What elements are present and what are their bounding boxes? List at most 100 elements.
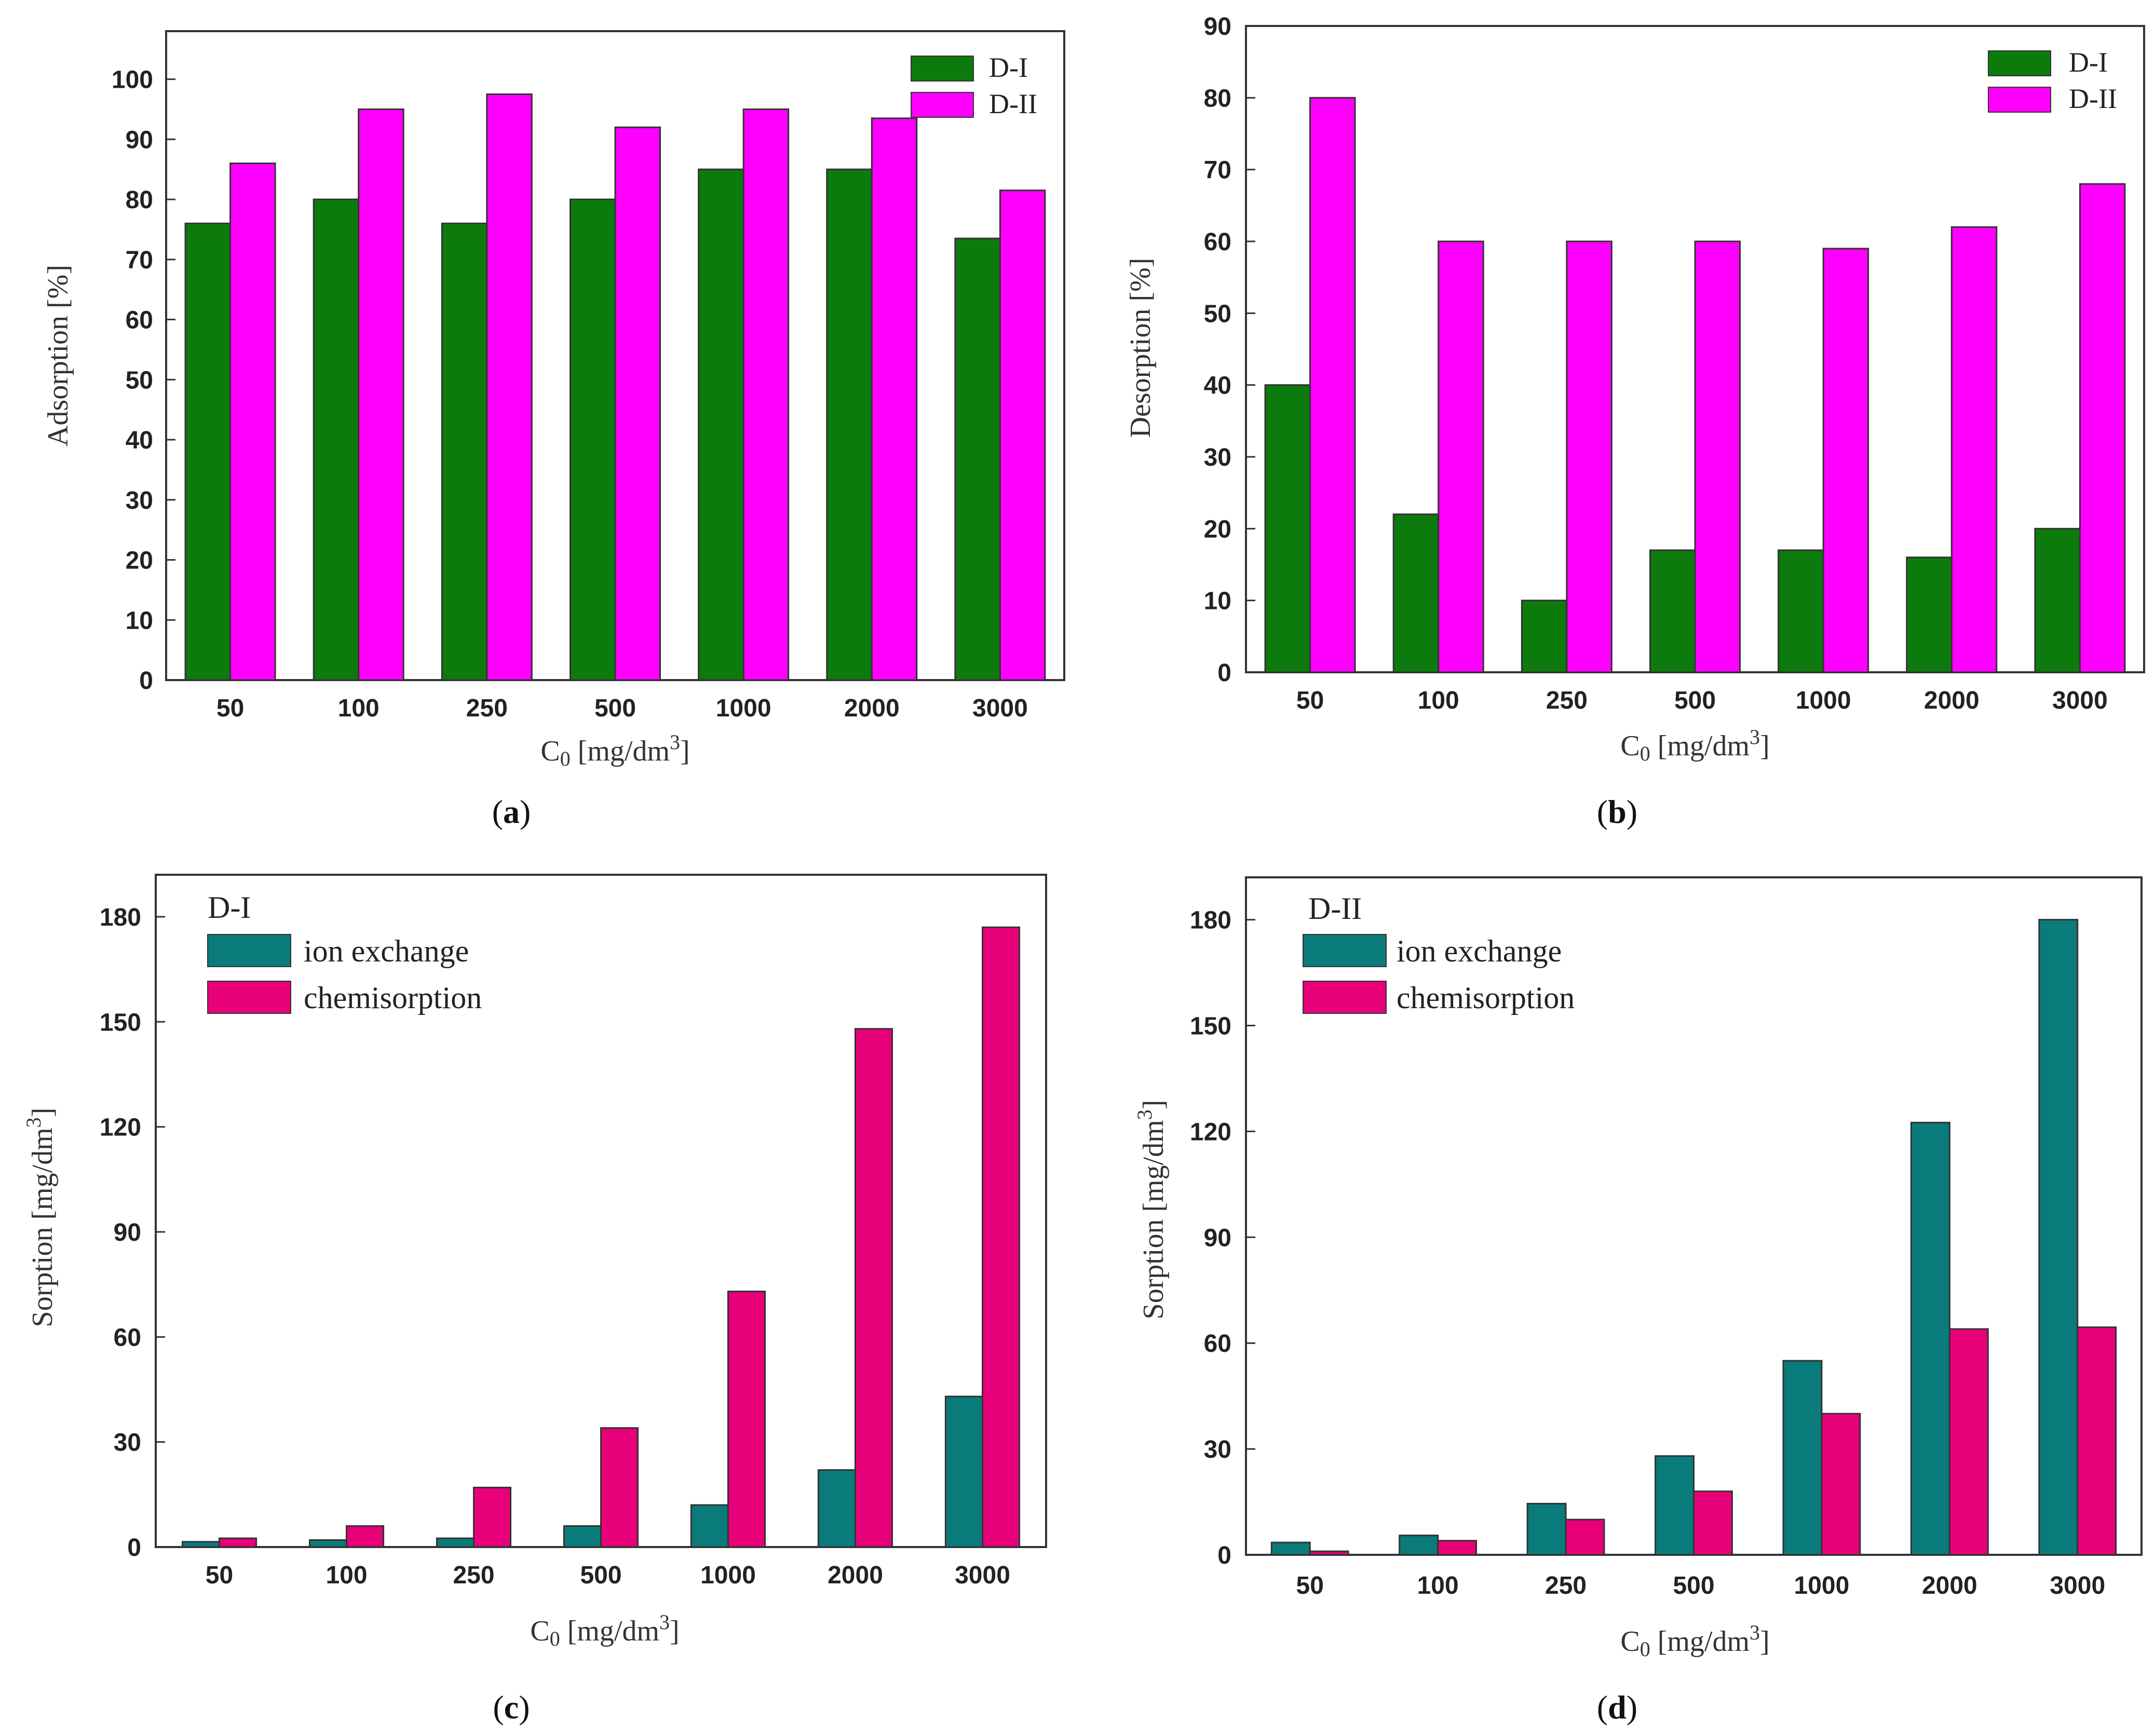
x-tick-label: 100 xyxy=(1417,1572,1459,1599)
y-tick-label: 40 xyxy=(1204,372,1231,400)
bar-d-i-50 xyxy=(1264,384,1311,673)
bar-ion-exchange-2000 xyxy=(817,1469,856,1548)
bar-chemisorption-50 xyxy=(219,1537,257,1548)
bar-chemisorption-1000 xyxy=(1821,1413,1861,1556)
x-tick-label: 500 xyxy=(594,695,636,722)
bar-d-i-1000 xyxy=(698,168,744,681)
bar-d-i-500 xyxy=(570,198,616,681)
y-tick-label: 90 xyxy=(1204,1224,1231,1252)
bar-d-ii-100 xyxy=(1438,240,1484,673)
legend-swatch-d-ii xyxy=(911,92,974,118)
bar-group xyxy=(184,93,1046,681)
y-axis: 0 10 20 30 40 50 60 70 80 90 xyxy=(1204,13,1255,687)
legend-label-d-ii: D-II xyxy=(989,88,1037,119)
bar-d-ii-500 xyxy=(1694,240,1741,673)
legend-swatch-ion-exchange xyxy=(1303,934,1387,967)
x-axis-title: C0 [mg/dm3] xyxy=(540,730,689,770)
legend: D-I D-II xyxy=(911,52,1037,119)
bar-d-i-250 xyxy=(441,222,488,681)
bar-ion-exchange-1000 xyxy=(690,1504,729,1548)
bar-chemisorption-250 xyxy=(1565,1518,1605,1556)
x-tick-label: 100 xyxy=(1418,687,1459,714)
y-tick-label: 150 xyxy=(100,1009,141,1036)
x-tick-label: 2000 xyxy=(1924,687,1980,714)
x-tick-label: 250 xyxy=(1546,687,1588,714)
legend-swatch-chemisorption xyxy=(207,981,291,1014)
panel-label: (b) xyxy=(1597,793,1637,830)
y-axis-title: Sorption [mg/dm3] xyxy=(22,1108,59,1327)
legend-label-ion-exchange: ion exchange xyxy=(304,934,469,968)
x-tick-label: 50 xyxy=(206,1562,233,1589)
x-tick-label: 1000 xyxy=(1796,687,1851,714)
bar-d-ii-500 xyxy=(614,126,661,681)
legend-swatch-ion-exchange xyxy=(207,934,291,967)
plot-frame xyxy=(1245,876,2143,1556)
y-tick-label: 90 xyxy=(126,126,153,154)
legend-label-d-i: D-I xyxy=(989,52,1028,83)
legend-swatch-chemisorption xyxy=(1303,981,1387,1014)
bar-chemisorption-250 xyxy=(473,1486,512,1548)
x-tick-label: 3000 xyxy=(972,695,1028,722)
y-tick-label: 180 xyxy=(100,904,141,931)
bar-d-ii-50 xyxy=(1309,97,1356,673)
panel-label: (a) xyxy=(492,793,531,830)
bar-d-ii-50 xyxy=(229,162,276,681)
legend: D-I D-II xyxy=(1988,47,2117,114)
bar-d-ii-2000 xyxy=(1950,226,1998,673)
bar-group xyxy=(1270,919,2117,1556)
y-tick-label: 30 xyxy=(1204,444,1231,471)
bar-ion-exchange-500 xyxy=(1655,1455,1695,1556)
y-tick-label: 80 xyxy=(126,186,153,214)
bar-ion-exchange-250 xyxy=(436,1537,475,1548)
legend-label-d-ii: D-II xyxy=(2069,83,2117,114)
x-tick-label: 250 xyxy=(453,1562,494,1589)
bar-ion-exchange-50 xyxy=(181,1541,221,1548)
chart-panel-b: 0 10 20 30 40 50 60 70 80 90 50 100 250 500 1000 2000 3… xyxy=(1124,13,2145,830)
y-tick-label: 120 xyxy=(100,1114,141,1142)
y-tick-label: 20 xyxy=(1204,516,1231,543)
y-tick-label: 10 xyxy=(126,607,153,634)
x-axis: 50 100 250 500 1000 2000 3000 xyxy=(1296,1547,2105,1599)
y-tick-label: 0 xyxy=(1217,1542,1231,1569)
x-tick-label: 500 xyxy=(1673,1572,1714,1599)
bar-d-ii-3000 xyxy=(2079,183,2126,673)
x-tick-label: 50 xyxy=(1296,1572,1324,1599)
bar-chemisorption-50 xyxy=(1309,1550,1349,1556)
x-tick-label: 1000 xyxy=(700,1562,756,1589)
bar-ion-exchange-3000 xyxy=(944,1395,983,1548)
chart-panel-d: 0 30 60 90 120 150 180 50 100 250 500 1000 2000 3000… xyxy=(1133,876,2143,1726)
x-axis-title: C0 [mg/dm3] xyxy=(530,1610,679,1650)
x-tick-label: 100 xyxy=(326,1562,367,1589)
x-tick-label: 50 xyxy=(216,695,244,722)
y-tick-label: 60 xyxy=(126,307,153,334)
x-tick-label: 100 xyxy=(338,695,380,722)
legend-label-d-i: D-I xyxy=(2069,47,2108,78)
y-tick-label: 0 xyxy=(1217,659,1231,687)
x-tick-label: 3000 xyxy=(955,1562,1010,1589)
bar-d-ii-3000 xyxy=(999,189,1046,681)
x-tick-label: 250 xyxy=(466,695,508,722)
x-tick-label: 3000 xyxy=(2050,1572,2105,1599)
bar-chemisorption-2000 xyxy=(855,1028,893,1548)
legend-label-chemisorption: chemisorption xyxy=(1397,981,1575,1015)
y-tick-label: 150 xyxy=(1190,1012,1231,1040)
y-tick-label: 0 xyxy=(139,667,153,695)
y-tick-label: 30 xyxy=(126,487,153,514)
y-tick-label: 0 xyxy=(127,1534,141,1562)
bar-d-i-500 xyxy=(1649,549,1696,673)
y-axis: 0 30 60 90 120 150 180 xyxy=(1190,907,1255,1569)
y-tick-label: 10 xyxy=(1204,588,1231,615)
x-axis: 50 100 250 500 1000 2000 3000 xyxy=(216,672,1028,722)
y-axis-title: Desorption [%] xyxy=(1124,258,1157,438)
x-tick-label: 50 xyxy=(1296,687,1324,714)
bar-group xyxy=(1264,97,2126,673)
x-axis: 50 100 250 500 1000 2000 3000 xyxy=(1296,664,2108,714)
bar-chemisorption-3000 xyxy=(2077,1326,2117,1556)
y-axis-title: Sorption [mg/dm3] xyxy=(1133,1100,1170,1320)
bar-d-i-100 xyxy=(1392,513,1440,673)
chart-panel-c: 0 30 60 90 120 150 180 50 100 250 500 1000 2000 3000… xyxy=(22,874,1047,1726)
bar-d-i-3000 xyxy=(2034,527,2081,673)
y-tick-label: 90 xyxy=(114,1219,141,1246)
panel-label: (c) xyxy=(493,1689,530,1726)
bar-chemisorption-100 xyxy=(1437,1540,1478,1556)
